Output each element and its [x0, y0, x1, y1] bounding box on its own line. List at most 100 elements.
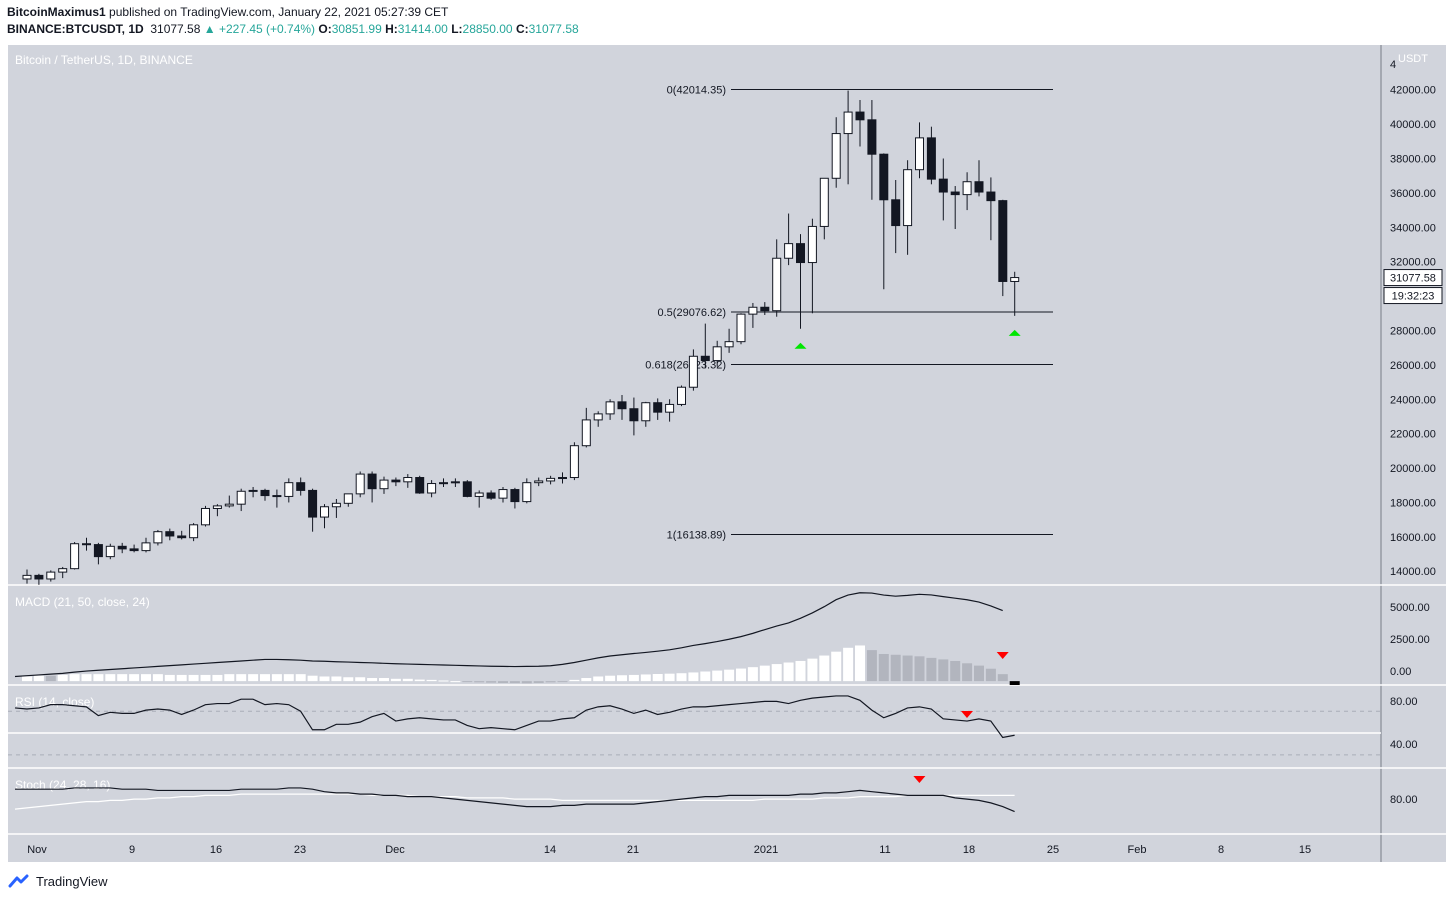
macd-histogram-bar — [379, 678, 389, 682]
time-tick-label: 8 — [1218, 844, 1224, 856]
low-label: L: — [451, 22, 463, 36]
candle-up — [962, 181, 972, 196]
candle-down — [879, 153, 889, 201]
close-label: C: — [515, 22, 529, 36]
candle-down — [93, 544, 103, 558]
macd-histogram-bar — [176, 674, 187, 682]
macd-histogram-bar — [200, 674, 211, 682]
candle-down — [415, 477, 425, 494]
time-tick-label: Nov — [27, 844, 47, 856]
macd-histogram-bar — [617, 675, 627, 682]
symbol: BINANCE:BTCUSDT, 1D — [7, 22, 144, 36]
candle-down — [129, 548, 139, 552]
candle-down — [486, 492, 496, 499]
macd-histogram-bar — [855, 645, 865, 682]
macd-histogram-bar — [426, 679, 437, 682]
time-tick-label: 23 — [294, 844, 306, 856]
macd-histogram-bar — [343, 677, 354, 682]
macd-histogram-bar — [878, 653, 889, 682]
last-price-badge — [1383, 269, 1443, 287]
candle-up — [284, 482, 294, 497]
price-tick-label: 38000.00 — [1390, 154, 1436, 166]
candle-down — [272, 495, 282, 498]
candle-up — [355, 473, 365, 495]
macd-histogram-bar — [628, 674, 639, 682]
candle-down — [510, 489, 520, 503]
candle-up — [581, 419, 591, 447]
candle-up — [772, 257, 782, 312]
macd-histogram-bar — [759, 665, 770, 682]
candle-down — [165, 531, 175, 537]
candle-down — [629, 408, 639, 422]
time-tick-label: 15 — [1299, 844, 1311, 856]
candle-up — [320, 506, 329, 518]
buy-signal-arrow — [794, 342, 807, 349]
low-value: 28850.00 — [462, 22, 513, 36]
candle-up — [403, 477, 413, 483]
price-tick-label: 14000.00 — [1390, 566, 1436, 578]
macd-histogram-bar — [783, 662, 794, 682]
candle-down — [938, 178, 948, 193]
macd-histogram-bar — [224, 674, 235, 682]
candle-down — [974, 181, 984, 193]
candle-up — [141, 542, 151, 552]
price-tick-label: 28000.00 — [1390, 325, 1436, 337]
candle-up — [605, 401, 615, 415]
candle-up — [546, 477, 556, 482]
price-tick-label: 26000.00 — [1390, 360, 1436, 372]
ohlc-line: BINANCE:BTCUSDT, 1D 31077.58 ▲ +227.45 (… — [7, 22, 579, 36]
candle-up — [105, 545, 115, 558]
candle-down — [653, 402, 663, 413]
price-tick-label: 32000.00 — [1390, 257, 1436, 269]
time-tick-label: 9 — [129, 844, 135, 856]
macd-histogram-bar — [902, 655, 913, 682]
macd-histogram-bar — [712, 670, 723, 682]
candle-up — [903, 169, 913, 227]
fib-level-label: 0.618(26023.32) — [645, 359, 726, 371]
macd-histogram-bar — [271, 674, 282, 682]
candle-down — [760, 306, 770, 312]
macd-histogram-bar — [533, 681, 544, 683]
macd-histogram-bar — [355, 677, 366, 682]
candle-down — [998, 200, 1008, 282]
candle-down — [391, 479, 401, 483]
macd-histogram-bar — [569, 679, 580, 682]
macd-histogram-bar — [212, 674, 223, 682]
candle-up — [712, 346, 722, 362]
candle-up — [224, 503, 234, 507]
price-tick-label: 34000.00 — [1390, 222, 1436, 234]
macd-histogram-bar — [69, 674, 80, 682]
candle-up — [522, 482, 532, 503]
candle-down — [891, 199, 901, 227]
candle-up — [558, 477, 567, 480]
macd-histogram-bar — [45, 675, 56, 682]
candle-up — [22, 574, 32, 580]
candle-up — [236, 490, 246, 505]
candle-down — [986, 191, 996, 202]
candle-up — [641, 402, 651, 422]
last-price: 31077.58 — [150, 22, 201, 36]
macd-histogram-bar — [93, 674, 104, 682]
candle-up — [569, 445, 579, 479]
candle-up — [807, 225, 817, 264]
macd-histogram-bar — [724, 669, 735, 682]
macd-histogram-bar — [843, 647, 854, 682]
macd-histogram-bar — [676, 673, 687, 682]
fib-level-label: 0.5(29076.62) — [658, 307, 727, 319]
candle-up — [819, 177, 829, 227]
macd-histogram-bar — [402, 678, 413, 682]
indicator-title: MACD (21, 50, close, 24) — [15, 595, 150, 609]
indicator-tick-label: 80.00 — [1390, 794, 1418, 806]
macd-histogram-bar — [640, 674, 651, 682]
macd-histogram-bar — [866, 650, 877, 682]
stoch-d-line — [14, 793, 1015, 810]
rsi-line — [14, 695, 1015, 739]
price-tick-label: 40000.00 — [1390, 119, 1436, 131]
macd-histogram-bar — [260, 674, 270, 682]
candle-down — [617, 401, 627, 410]
macd-histogram-bar — [1009, 681, 1020, 685]
macd-histogram-bar — [367, 678, 378, 682]
candle-up — [736, 313, 746, 343]
candle-down — [926, 137, 936, 180]
